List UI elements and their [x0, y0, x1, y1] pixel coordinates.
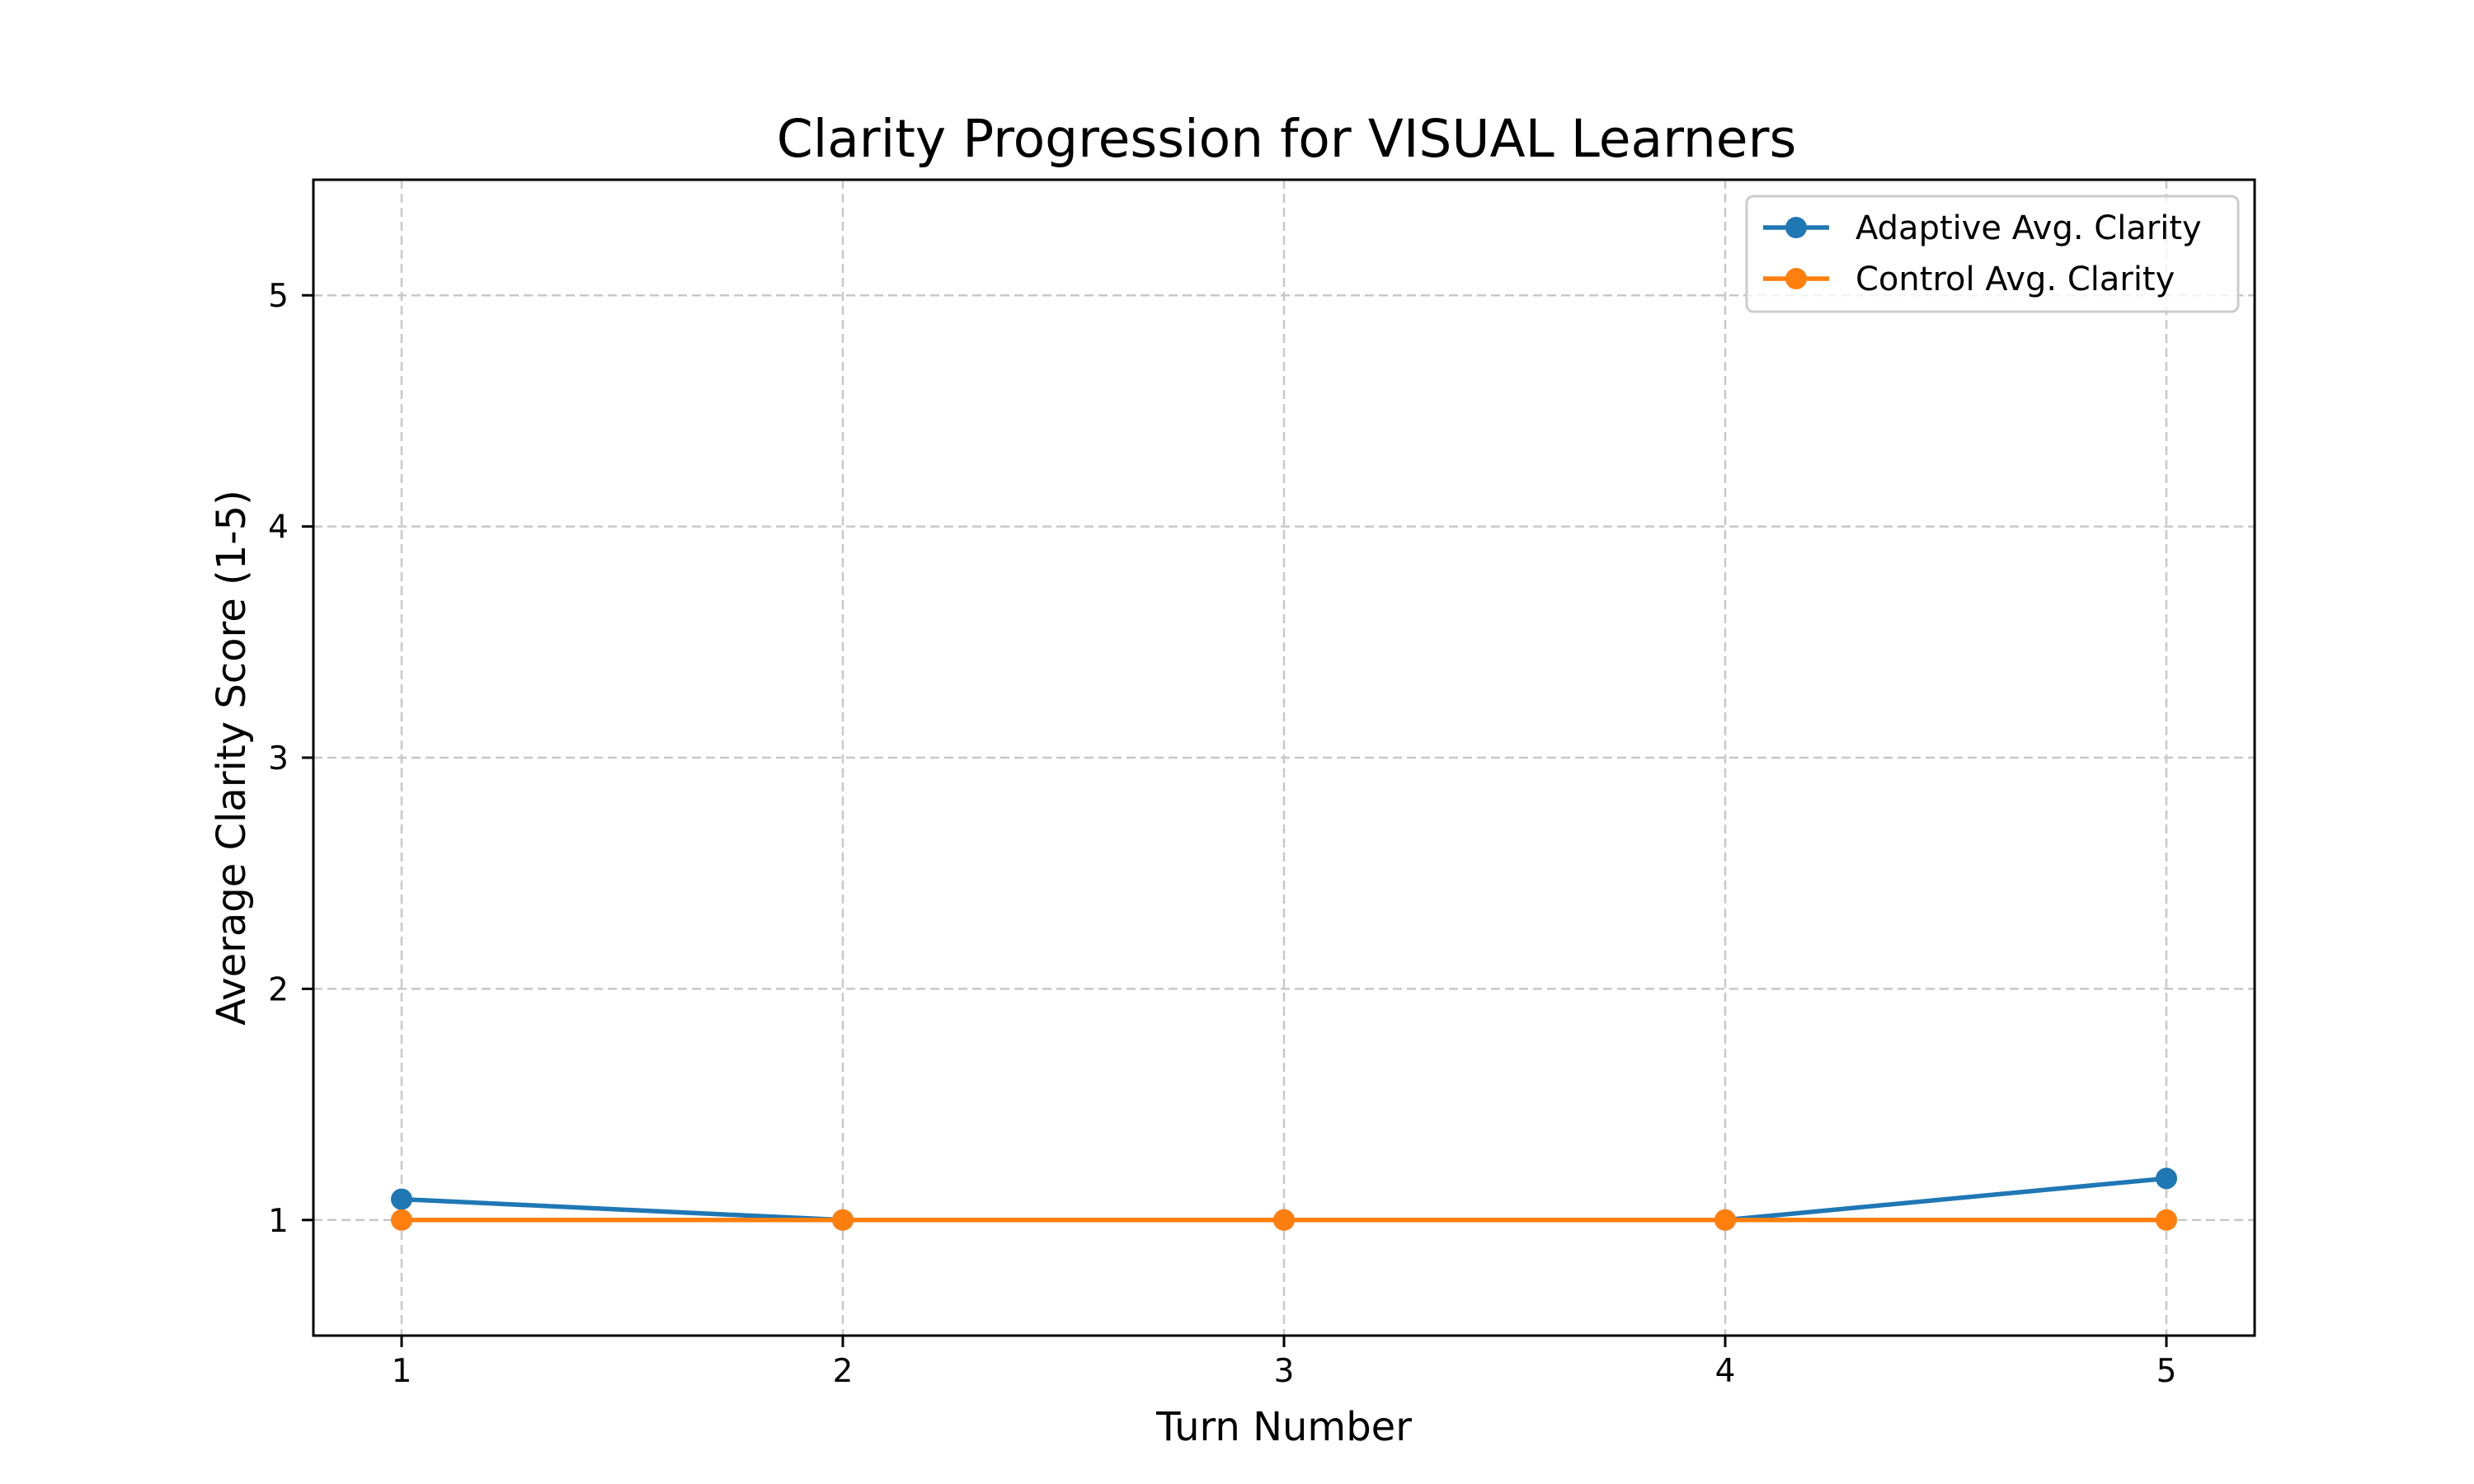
data-point [2156, 1209, 2177, 1231]
data-point [391, 1188, 412, 1210]
series-layer [391, 1167, 2177, 1231]
legend-marker [1785, 217, 1807, 238]
y-tick-label: 3 [268, 740, 289, 777]
data-point [832, 1209, 854, 1231]
data-point [1273, 1209, 1295, 1231]
y-axis-label: Average Clarity Score (1-5) [209, 490, 255, 1026]
x-tick-label: 5 [2157, 1353, 2177, 1390]
series-control [391, 1209, 2177, 1231]
x-tick-label: 3 [1274, 1353, 1295, 1390]
legend-label: Adaptive Avg. Clarity [1856, 209, 2202, 247]
y-tick-label: 4 [268, 510, 289, 547]
legend: Adaptive Avg. Clarity Control Avg. Clarit… [1745, 195, 2240, 313]
y-tick-label: 2 [268, 971, 289, 1008]
chart-title: Clarity Progression for VISUAL Learners [777, 109, 1797, 169]
x-tick-label: 2 [833, 1353, 854, 1390]
legend-box [1745, 195, 2240, 313]
data-point [391, 1209, 412, 1231]
legend-entry: Control Avg. Clarity [1763, 261, 2175, 298]
x-tick-label: 1 [392, 1353, 412, 1390]
x-tick-label: 4 [1715, 1353, 1736, 1390]
x-axis-label: Turn Number [1155, 1404, 1412, 1450]
legend-entry: Adaptive Avg. Clarity [1763, 209, 2202, 247]
y-axis-ticks: 1 2 3 4 5 [268, 278, 313, 1240]
y-tick-label: 5 [268, 278, 289, 315]
x-axis-ticks: 1 2 3 4 5 [392, 1336, 2177, 1390]
data-point [2156, 1167, 2177, 1190]
legend-marker [1785, 268, 1807, 289]
data-point [1714, 1209, 1736, 1231]
y-tick-label: 1 [268, 1203, 289, 1240]
legend-label: Control Avg. Clarity [1856, 261, 2175, 298]
